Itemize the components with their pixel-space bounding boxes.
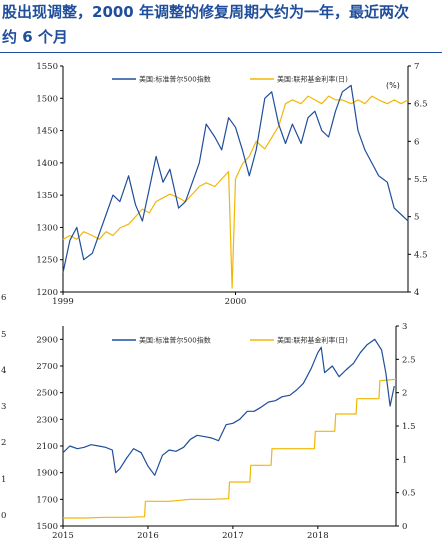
y2-tick-label: 1 <box>402 455 407 465</box>
legend-label: 美国:标准普尔500指数 <box>139 75 211 84</box>
y-tick-label: 1450 <box>36 127 58 137</box>
y2-tick-label: 3 <box>402 322 407 332</box>
y2-tick-label: 6.5 <box>414 100 428 110</box>
y-tick-label: 1350 <box>36 191 58 201</box>
left-edge-label: 5 <box>1 330 6 340</box>
page-title: 股出现调整，2000 年调整的修复周期大约为一年，最近两次 约 6 个月 <box>0 0 442 52</box>
y-tick-label: 1400 <box>36 159 58 169</box>
chart-1999-2000: 1200 1250 1300 1350 1400 1450 1500 1550 4 4.5 5 5.5… <box>36 62 428 307</box>
x-tick-label: 2018 <box>307 531 329 541</box>
y-tick-label: 1500 <box>36 522 58 532</box>
legend-label: 美国:联邦基金利率(日) <box>277 336 348 345</box>
left-edge-label: 3 <box>1 402 6 412</box>
legend-label: 美国:联邦基金利率(日) <box>277 75 348 84</box>
y2-tick-label: 5 <box>414 213 419 223</box>
y-tick-label: 2300 <box>36 415 58 425</box>
x-tick-label: 2017 <box>222 531 244 541</box>
left-edge-label: 0 <box>1 511 6 521</box>
y2-tick-label: 2 <box>402 389 407 399</box>
y2-tick-label: 0.5 <box>402 489 416 499</box>
x-tick-label: 2016 <box>137 531 159 541</box>
y-tick-label: 1300 <box>36 223 58 233</box>
y2-tick-label: 0 <box>402 522 407 532</box>
left-edge-label: 1 <box>1 475 6 485</box>
left-edge-labels: 6 5 4 3 2 1 0 <box>1 293 6 521</box>
y-tick-label: 2100 <box>36 442 58 452</box>
chart-2015-2018: 1500 1700 1900 2100 2300 2500 2700 2900 0 0.5 1 1.5… <box>36 322 416 541</box>
left-edge-label: 4 <box>1 366 6 376</box>
y-tick-label: 1200 <box>36 288 58 298</box>
y2-tick-label: 6 <box>414 137 419 147</box>
y2-tick-label: 2.5 <box>402 355 416 365</box>
y2-tick-label: 1.5 <box>402 422 416 432</box>
sp500-series-line <box>62 84 409 273</box>
x-tick-label: 2000 <box>225 297 247 307</box>
fed-rate-series-line <box>63 378 397 519</box>
y-tick-label: 1500 <box>36 94 58 104</box>
y-tick-label: 1250 <box>36 256 58 266</box>
fed-rate-series-line <box>62 95 409 289</box>
title-rule <box>0 52 442 53</box>
sp500-series-line <box>62 338 395 476</box>
y2-tick-label: 4 <box>414 288 419 298</box>
left-edge-label: 2 <box>1 438 6 448</box>
y2-unit-label: (%) <box>386 81 400 90</box>
title-line-2: 约 6 个月 <box>2 28 68 46</box>
y-tick-label: 2900 <box>36 335 58 345</box>
y-tick-label: 1700 <box>36 495 58 505</box>
title-line-1: 股出现调整，2000 年调整的修复周期大约为一年，最近两次 <box>2 3 409 21</box>
y2-tick-label: 4.5 <box>414 250 428 260</box>
x-tick-label: 2015 <box>52 531 74 541</box>
legend-label: 美国:标准普尔500指数 <box>139 336 211 345</box>
y-tick-label: 1550 <box>36 62 58 72</box>
y2-tick-label: 7 <box>414 62 419 72</box>
y-tick-label: 2700 <box>36 362 58 372</box>
left-edge-label: 6 <box>1 293 6 303</box>
y-tick-label: 2500 <box>36 389 58 399</box>
y2-tick-label: 5.5 <box>414 175 428 185</box>
x-tick-label: 1999 <box>52 297 74 307</box>
y-tick-label: 1900 <box>36 469 58 479</box>
